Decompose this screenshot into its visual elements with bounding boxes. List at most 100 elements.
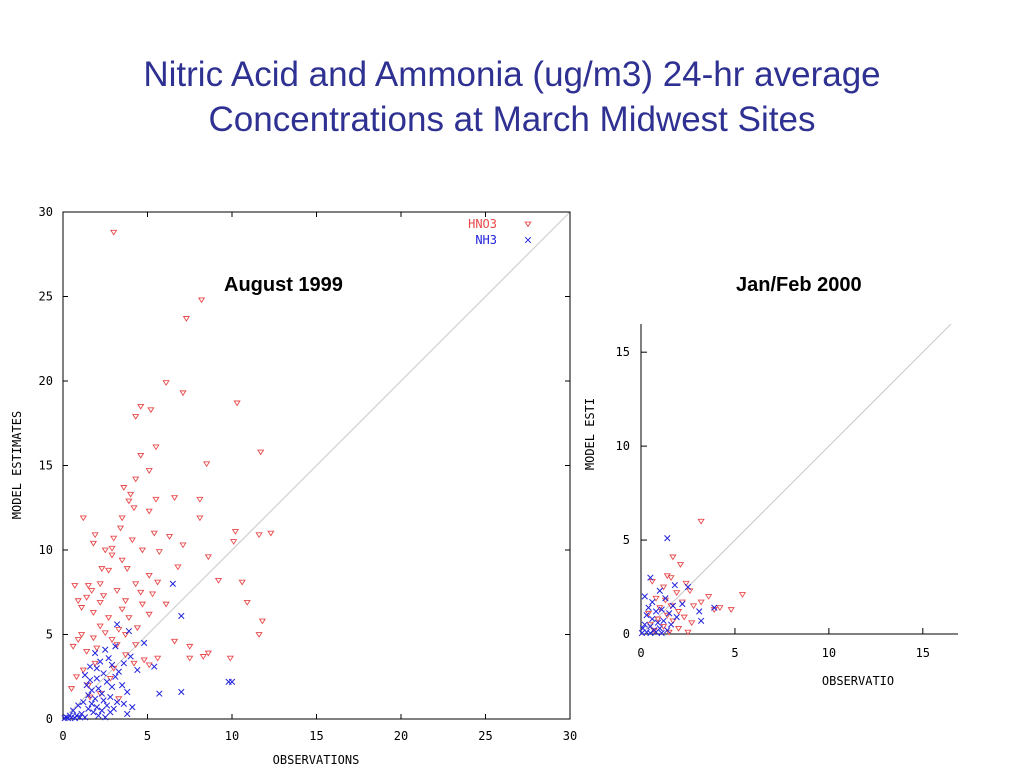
nh3-point [658, 606, 665, 613]
nh3-point [645, 604, 652, 611]
nh3-point [649, 615, 656, 623]
hno3-point [71, 583, 79, 589]
nh3-point [103, 702, 111, 709]
hno3-point [93, 645, 101, 652]
hno3-point [197, 297, 206, 304]
hno3-point [203, 461, 211, 468]
hno3-point [147, 407, 155, 414]
chart-1-y-tick-label: 5 [46, 628, 53, 642]
nh3-point [98, 707, 106, 714]
hno3-point [226, 655, 234, 662]
chart-2-y-tick-label: 5 [623, 533, 630, 547]
nh3-point [664, 535, 671, 542]
hno3-point [115, 696, 123, 703]
nh3-point [641, 621, 648, 628]
hno3-point [669, 554, 677, 561]
hno3-point [110, 229, 118, 236]
hno3-point [182, 316, 190, 322]
hno3-point [83, 594, 91, 601]
nh3-point [124, 688, 131, 696]
chart-1-y-axis-label: MODEL ESTIMATES [10, 411, 24, 519]
legend-label-hno3: HNO3 [468, 217, 497, 231]
hno3-point [83, 648, 91, 655]
slide-title-line-1: Nitric Acid and Ammonia (ug/m3) 24-hr av… [143, 55, 881, 94]
hno3-point [101, 630, 109, 637]
nh3-point [76, 714, 84, 721]
nh3-point [711, 604, 718, 611]
nh3-point [88, 700, 95, 707]
slide-title-line-2: Concentrations at March Midwest Sites [208, 100, 816, 139]
hno3-point [130, 505, 138, 512]
chart-1-diagonal-line [62, 211, 571, 720]
hno3-point [113, 588, 121, 594]
chart-1-x-tick-label: 20 [394, 729, 408, 743]
nh3-point [656, 587, 663, 594]
hno3-point [79, 667, 87, 674]
hno3-point [673, 590, 681, 597]
chart-1-x-axis-label: OBSERVATIONS [273, 753, 360, 767]
nh3-point [669, 602, 677, 609]
nh3-point [679, 600, 686, 608]
hno3-point [125, 615, 133, 621]
nh3-point [97, 658, 104, 665]
hno3-point [121, 652, 130, 659]
hno3-point [697, 599, 705, 606]
hno3-point [150, 530, 158, 537]
hno3-point [663, 612, 671, 619]
hno3-point [130, 660, 138, 667]
nh3-point [641, 593, 648, 600]
hno3-point [77, 605, 86, 611]
hno3-point [99, 593, 108, 599]
nh3-point [81, 714, 89, 721]
nh3-point [125, 627, 133, 635]
nh3-point [103, 678, 111, 685]
hno3-point [152, 496, 160, 503]
nh3-point [80, 698, 87, 706]
nh3-point [115, 668, 122, 675]
chart-1-x-tick-label: 30 [563, 729, 577, 743]
nh3-point [113, 698, 121, 706]
hno3-point [86, 694, 94, 701]
hno3-point [67, 686, 76, 692]
hno3-point [91, 660, 99, 667]
hno3-point [186, 643, 194, 650]
nh3-point [684, 583, 692, 591]
hno3-point [214, 578, 223, 584]
hno3-point [154, 579, 162, 586]
hno3-point [110, 535, 118, 542]
hno3-point [145, 662, 153, 669]
chart-2-diagonal-line [640, 323, 952, 635]
hno3-point [652, 595, 660, 602]
hno3-point [121, 632, 130, 638]
hno3-point [138, 547, 147, 554]
nh3-point [93, 675, 100, 682]
hno3-point [204, 650, 212, 657]
nh3-point [118, 682, 126, 689]
chart-1-group: 0 5 10 15 20 25 30 0 5 10 15 20 25 30 OBSERVATIONS MODE… [10, 205, 577, 767]
nh3-point [662, 595, 669, 602]
nh3-point [652, 608, 660, 615]
nh3-point [652, 628, 660, 636]
hno3-point [132, 476, 140, 483]
hno3-point [674, 609, 683, 615]
nh3-point [151, 663, 158, 670]
hno3-point [267, 530, 275, 537]
chart-2-y-axis-label: MODEL ESTI [583, 398, 597, 470]
hno3-point [113, 642, 121, 649]
nh3-point [85, 692, 92, 699]
nh3-point [102, 646, 109, 653]
nh3-point [95, 712, 102, 719]
nh3-point [108, 683, 116, 691]
hno3-point [132, 414, 140, 420]
nh3-point [156, 690, 163, 697]
hno3-point [118, 557, 126, 564]
nh3-point [112, 643, 119, 650]
nh3-point [112, 673, 119, 680]
hno3-point [77, 632, 86, 638]
hno3-point [665, 629, 673, 636]
hno3-point [105, 567, 113, 574]
nh3-point [647, 574, 654, 581]
nh3-point [71, 715, 78, 722]
nh3-point [228, 678, 236, 685]
chart-1-y-tick-label: 10 [39, 543, 53, 557]
